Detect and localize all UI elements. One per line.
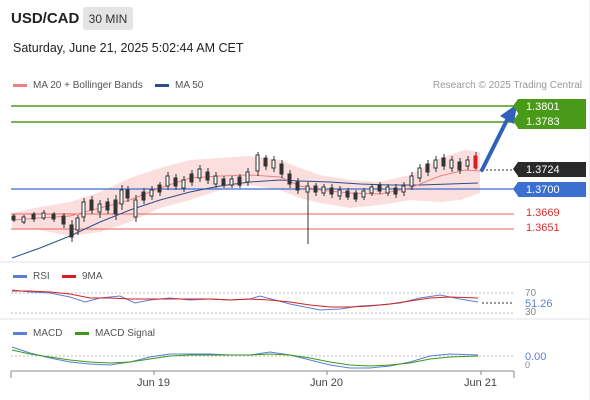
ma20-line [11,169,481,221]
macd-zero-level: 0 [525,360,531,370]
legend-label: MACD Signal [95,328,156,339]
price-tag-pivot: 1.3700 [513,182,586,197]
price-tag-last: 1.3724 [513,162,586,177]
legend-label: MA 50 [175,80,204,91]
legend-ma20: MA 20 + Bollinger Bands [13,80,143,91]
rsi-value: 51.26 [525,298,553,310]
macd-signal-line [11,349,479,367]
price-label: 1.3801 [526,100,560,113]
rsi-level-30: 30 [525,307,537,318]
legend-swatch [13,275,27,278]
price-label: 1.3700 [526,183,560,196]
rsi-9ma-line [12,290,479,308]
timestamp: Saturday, June 21, 2025 5:02:44 AM CET [13,41,244,55]
credit-text: Research © 2025 Trading Central [432,80,582,91]
legend-swatch [13,332,27,335]
price-tag-target2: 1.3783 [513,114,586,129]
price-tag-support2: 1.3651 [526,222,560,234]
legend-swatch [155,84,169,87]
legend-label: 9MA [82,271,103,282]
legend-label: MA 20 + Bollinger Bands [33,80,143,91]
x-axis-label: Jun 21 [464,377,498,389]
price-label: 1.3724 [526,163,560,176]
symbol-title: USD/CAD [11,10,80,27]
arrow-head [500,104,517,124]
legend-label: MACD [33,328,63,339]
candlesticks [11,152,478,244]
x-axis-label: Jun 20 [310,377,344,389]
rsi-level-70: 70 [525,288,537,299]
projection-arrow [480,116,510,172]
timeframe-badge[interactable]: 30 MIN [83,7,133,30]
x-axis-label: Jun 19 [137,377,171,389]
price-tag-support1: 1.3669 [526,207,560,219]
legend-macd: MACD [13,328,62,339]
macd-value: 0.00 [525,351,547,363]
legend-ma50: MA 50 [155,80,203,91]
price-label: 1.3783 [526,115,560,128]
legend-macd-signal: MACD Signal [75,328,155,339]
ma50-line [11,179,479,259]
legend-rsi: RSI [13,271,50,282]
legend-9ma: 9MA [62,271,103,282]
legend-swatch [13,84,27,87]
bollinger-band [12,150,480,236]
macd-line [11,346,479,369]
legend-swatch [75,332,89,335]
legend-label: RSI [33,271,50,282]
legend-swatch [62,275,76,278]
price-tag-target1: 1.3801 [513,99,586,114]
